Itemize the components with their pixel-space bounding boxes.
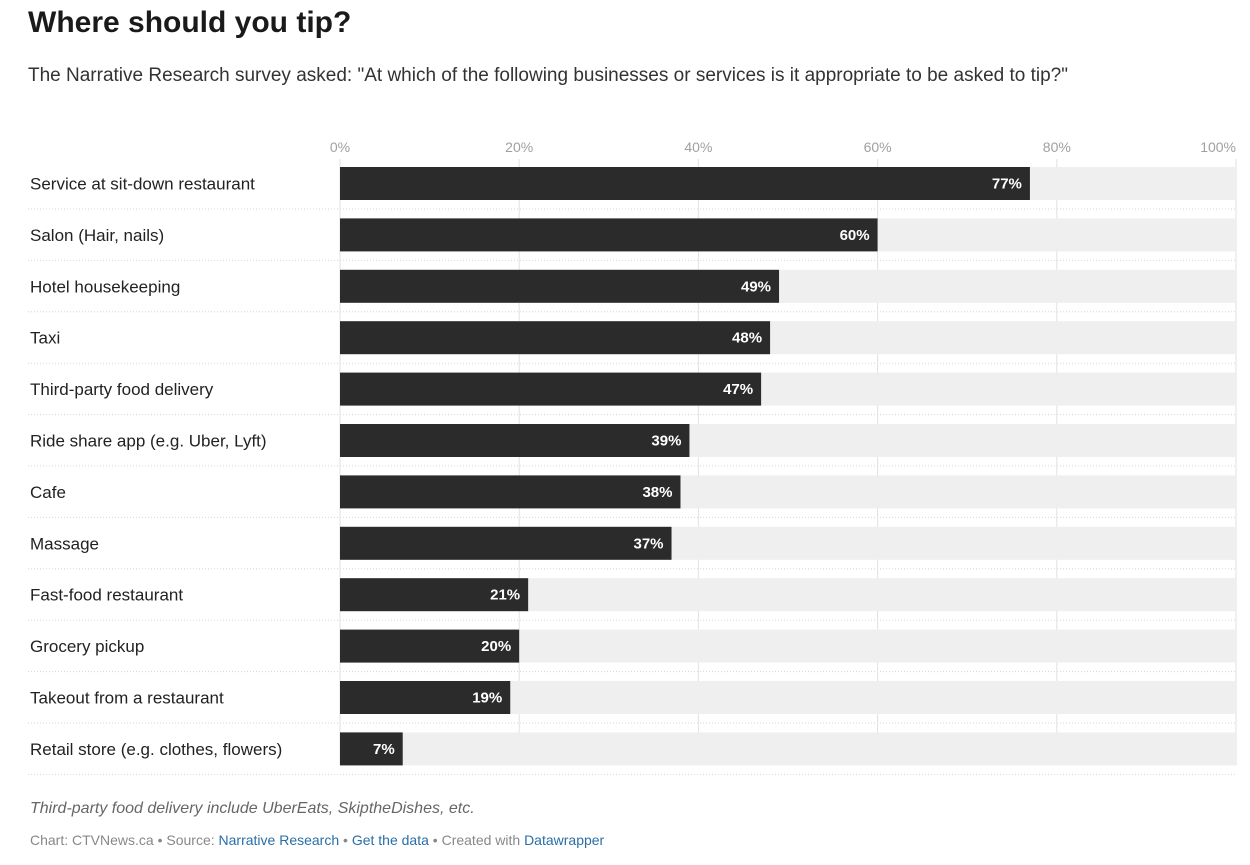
- value-label: 49%: [741, 278, 771, 295]
- category-label: Salon (Hair, nails): [30, 226, 164, 245]
- bar: [340, 167, 1030, 200]
- chart-footer: Chart: CTVNews.ca • Source: Narrative Re…: [30, 832, 604, 848]
- footer-chart-credit: Chart: CTVNews.ca: [30, 832, 154, 848]
- value-label: 7%: [373, 741, 395, 758]
- value-label: 19%: [472, 690, 502, 707]
- category-label: Taxi: [30, 329, 60, 348]
- category-label: Retail store (e.g. clothes, flowers): [30, 740, 282, 759]
- bar: [340, 526, 672, 560]
- bar: [340, 218, 878, 252]
- x-tick-label: 80%: [1043, 139, 1071, 155]
- x-tick-label: 40%: [684, 139, 712, 155]
- value-label: 39%: [651, 433, 681, 450]
- footer-source-prefix: Source:: [166, 832, 215, 848]
- datawrapper-link[interactable]: Datawrapper: [524, 832, 605, 848]
- x-tick-label: 100%: [1200, 139, 1236, 155]
- category-label: Takeout from a restaurant: [30, 689, 224, 708]
- bar-rows: Service at sit-down restaurant 77% Salon (…: [30, 167, 1236, 766]
- category-label: Fast-food restaurant: [30, 586, 183, 605]
- bar: [340, 732, 403, 766]
- category-label: Service at sit-down restaurant: [30, 175, 255, 194]
- bar: [340, 269, 780, 303]
- bar: [340, 629, 520, 663]
- value-label: 38%: [642, 484, 672, 501]
- bar: [340, 321, 771, 355]
- bar-chart: 0% 20% 40% 60% 80% 100% Service at sit-down r…: [28, 139, 1237, 775]
- value-label: 37%: [633, 535, 663, 552]
- value-label: 21%: [490, 587, 520, 604]
- value-label: 77%: [992, 176, 1022, 193]
- x-tick-label: 20%: [505, 139, 533, 155]
- page-title: Where should you tip?: [28, 6, 352, 39]
- footer-separator: •: [343, 832, 348, 848]
- footer-separator: •: [157, 832, 163, 848]
- bar-track: [340, 732, 1236, 766]
- value-label: 48%: [732, 330, 762, 347]
- chart-subtitle: The Narrative Research survey asked: "At…: [28, 65, 1068, 86]
- bar: [340, 475, 681, 509]
- category-label: Grocery pickup: [30, 637, 144, 656]
- bar: [340, 372, 762, 406]
- value-label: 20%: [481, 638, 511, 655]
- category-label: Hotel housekeeping: [30, 277, 180, 296]
- gridlines: [28, 159, 1237, 775]
- x-axis-ticks: 0% 20% 40% 60% 80% 100%: [330, 139, 1236, 155]
- x-tick-label: 0%: [330, 139, 350, 155]
- bar: [340, 424, 690, 457]
- get-the-data-link[interactable]: Get the data: [351, 832, 429, 848]
- bar: [340, 681, 511, 714]
- x-tick-label: 60%: [864, 139, 892, 155]
- bar: [340, 578, 529, 612]
- category-label: Ride share app (e.g. Uber, Lyft): [30, 432, 267, 451]
- value-label: 60%: [840, 227, 870, 244]
- chart-notes: Third-party food delivery include UberEa…: [30, 800, 475, 817]
- source-link[interactable]: Narrative Research: [218, 832, 340, 848]
- value-label: 47%: [723, 381, 753, 398]
- footer-created-prefix: Created with: [441, 832, 521, 848]
- footer-separator: •: [432, 832, 438, 848]
- category-label: Cafe: [30, 483, 66, 502]
- category-label: Massage: [30, 534, 99, 553]
- category-label: Third-party food delivery: [30, 380, 214, 399]
